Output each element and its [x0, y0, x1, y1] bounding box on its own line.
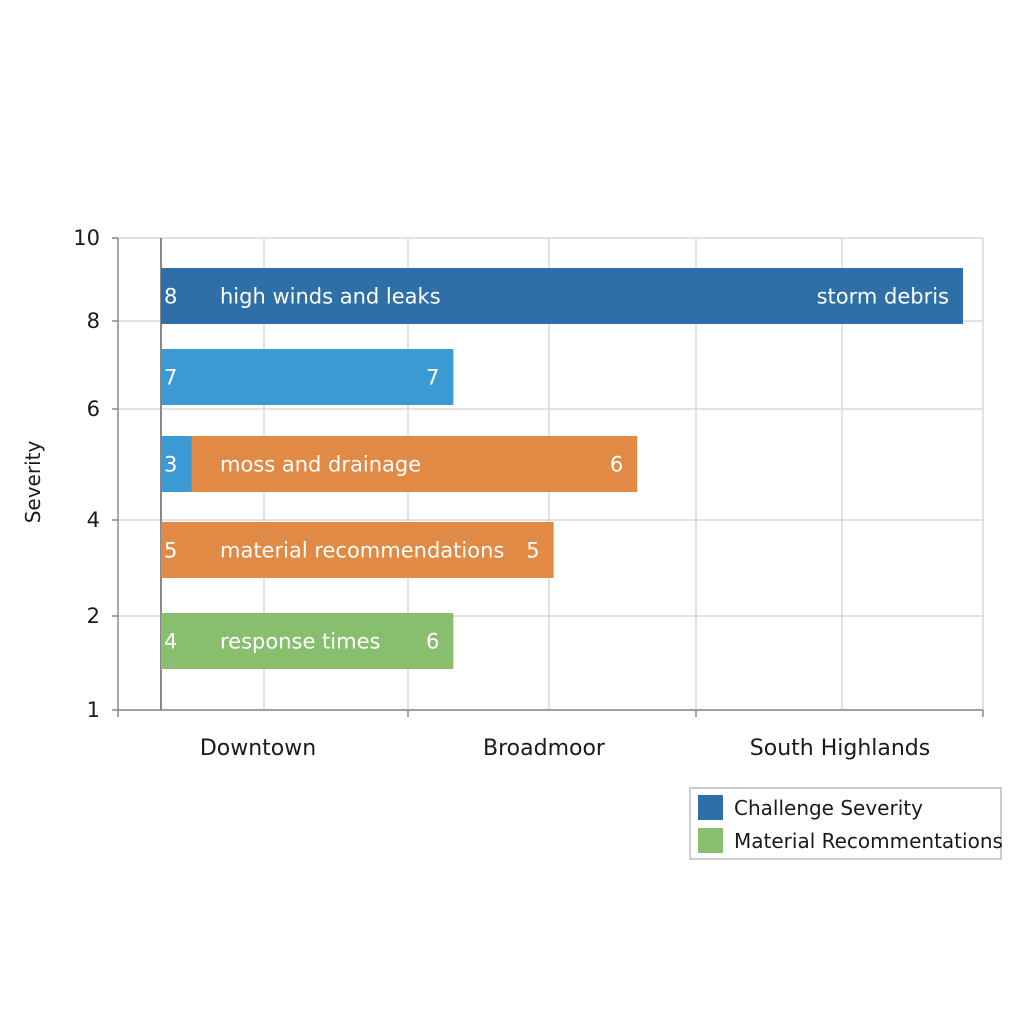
x-category-label: Broadmoor: [483, 736, 606, 761]
y-axis-title: Severity: [21, 441, 45, 524]
legend-label: Challenge Severity: [734, 796, 923, 820]
bar-segment-1-0: [161, 349, 454, 405]
y-tick-label: 2: [87, 604, 100, 628]
bar-end-label: 6: [426, 630, 439, 654]
bar-start-label: 5: [164, 539, 177, 563]
y-tick-label: 4: [87, 508, 100, 532]
bar-start-label: 4: [164, 630, 177, 654]
bar-end-label: storm debris: [817, 285, 949, 309]
x-category-label: Downtown: [200, 736, 316, 761]
bar-category-label: response times: [220, 630, 380, 654]
bar-segment-2-1: [191, 436, 638, 492]
bar-end-label: 5: [526, 539, 539, 563]
bar-category-label: material recommendations: [220, 539, 504, 563]
bar-start-label: 8: [164, 285, 177, 309]
y-tick-label: 1: [87, 698, 100, 722]
y-tick-label: 6: [87, 397, 100, 421]
bar-segment-4-0: [161, 613, 454, 669]
bar-segment-0-0: [161, 268, 963, 324]
legend-box: [689, 787, 1002, 860]
x-category-label: South Highlands: [750, 736, 930, 761]
y-tick-label: 10: [73, 226, 100, 250]
legend-label: Material Recommentations: [734, 829, 1003, 853]
y-tick-label: 8: [87, 309, 100, 333]
bar-end-label: 6: [610, 453, 623, 477]
bar-category-label: high winds and leaks: [220, 285, 441, 309]
labels: 10 8 6 4 2 1 Severity Downtown Broadmoor South Hi…: [21, 226, 949, 761]
bar-segment-3-0: [161, 522, 554, 578]
legend-swatch: [698, 828, 723, 853]
legend-swatch: [698, 795, 723, 820]
bar-end-label: 7: [426, 366, 439, 390]
bar-category-label: moss and drainage: [220, 453, 421, 477]
bar-segment-2-0: [161, 436, 192, 492]
legend: Challenge Severity Material Recommentatio…: [689, 787, 1003, 860]
bar-start-label: 7: [164, 366, 177, 390]
bars: [161, 268, 963, 669]
bar-start-label: 3: [164, 453, 177, 477]
